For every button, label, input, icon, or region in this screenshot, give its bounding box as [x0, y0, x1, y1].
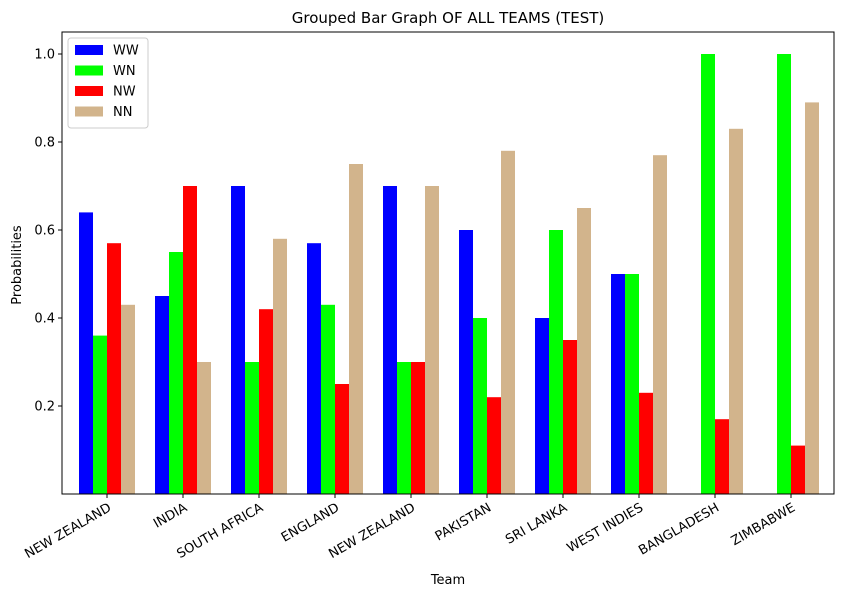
bar-ww-2 [231, 186, 245, 494]
bar-nw-3 [335, 384, 349, 494]
bar-nn-5 [501, 150, 515, 495]
x-tick-label: SRI LANKA [503, 500, 570, 547]
bar-ww-5 [459, 230, 473, 494]
bar-nw-9 [791, 445, 805, 494]
legend: WW WN NW NN [67, 37, 149, 129]
bar-ww-4 [383, 186, 397, 494]
legend-label-wn: WN [113, 64, 136, 79]
x-tick-label: NEW ZEALAND [22, 500, 114, 562]
bars-group [79, 54, 819, 495]
legend-swatch-wn [75, 65, 103, 76]
bar-nn-9 [805, 102, 819, 495]
bar-nn-6 [577, 208, 591, 494]
bar-wn-4 [397, 362, 411, 494]
plot-frame [61, 31, 835, 495]
bar-ww-3 [307, 243, 321, 494]
bar-nw-0 [107, 243, 121, 494]
bar-wn-3 [321, 304, 335, 494]
bar-ww-1 [155, 296, 169, 494]
bar-wn-5 [473, 318, 487, 494]
bar-nw-4 [411, 362, 425, 494]
bar-ww-7 [611, 274, 625, 494]
x-tick-label: BANGLADESH [636, 500, 722, 558]
legend-label-ww: WW [113, 44, 139, 59]
bar-nn-1 [197, 362, 211, 494]
bar-nn-3 [349, 164, 363, 494]
chart-title: Grouped Bar Graph OF ALL TEAMS (TEST) [292, 9, 605, 27]
legend-frame [67, 37, 149, 129]
x-tick-label: INDIA [151, 500, 190, 531]
x-tick-label: PAKISTAN [433, 500, 494, 544]
x-axis-label: Team [430, 573, 465, 588]
bar-nw-5 [487, 397, 501, 494]
y-tick-label: 1.0 [34, 48, 55, 63]
bar-nn-4 [425, 186, 439, 494]
bar-nw-6 [563, 340, 577, 494]
bar-nn-0 [121, 304, 135, 494]
bar-nw-7 [639, 392, 653, 494]
bar-ww-6 [535, 318, 549, 494]
y-axis-label: Probabilities [10, 225, 25, 305]
y-tick-label: 0.8 [34, 136, 55, 151]
bar-nn-7 [653, 155, 667, 494]
y-axis: 0.2 0.4 0.6 0.8 1.0 [34, 48, 62, 415]
x-tick-label: ENGLAND [279, 500, 342, 545]
legend-swatch-ww [75, 45, 103, 55]
bar-nw-1 [183, 186, 197, 494]
legend-label-nw: NW [113, 85, 136, 100]
bar-wn-7 [625, 274, 639, 494]
bar-nn-8 [729, 128, 743, 495]
bar-nw-2 [259, 309, 273, 494]
bar-wn-0 [93, 335, 107, 494]
bar-wn-8 [701, 54, 715, 494]
y-tick-label: 0.4 [34, 312, 55, 327]
legend-swatch-nw [75, 86, 103, 96]
bar-wn-6 [549, 230, 563, 494]
x-tick-label: NEW ZEALAND [326, 500, 418, 562]
bar-wn-9 [777, 54, 791, 494]
x-tick-label: ZIMBABWE [729, 500, 798, 549]
bar-wn-2 [245, 362, 259, 494]
bar-nw-8 [715, 419, 729, 494]
legend-swatch-nn [75, 106, 103, 117]
y-tick-label: 0.2 [34, 400, 55, 415]
bar-ww-0 [79, 212, 93, 494]
legend-label-nn: NN [113, 105, 132, 120]
x-tick-label: SOUTH AFRICA [174, 500, 266, 562]
y-tick-label: 0.6 [34, 224, 55, 239]
x-tick-label: WEST INDIES [565, 500, 646, 556]
bar-nn-2 [273, 238, 287, 494]
bar-wn-1 [169, 252, 183, 494]
